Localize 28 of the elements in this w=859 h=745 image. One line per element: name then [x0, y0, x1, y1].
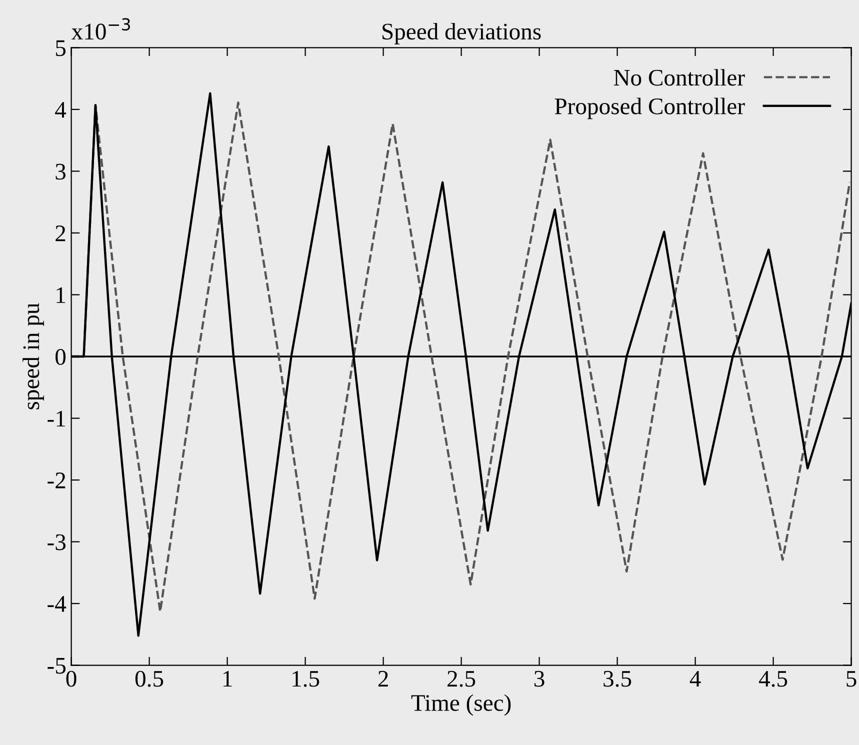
- x-tick-label: 1: [223, 670, 232, 687]
- legend-label: No Controller: [614, 69, 745, 86]
- x-tick-label: 2: [378, 670, 388, 687]
- chart-title: Speed deviations: [382, 22, 541, 44]
- x-axis-title: Time (sec): [411, 694, 511, 716]
- y-tick-label: -4: [48, 596, 66, 612]
- y-tick-label: -3: [48, 534, 66, 550]
- y-tick-label: 0: [56, 348, 66, 365]
- y-tick-label: -2: [48, 472, 66, 488]
- x-tick-label: 0.5: [135, 670, 164, 687]
- x-tick-label: 2.5: [448, 670, 476, 687]
- y-tick-label: 3: [56, 164, 66, 180]
- y-tick-label: 1: [56, 287, 66, 303]
- x-tick-label: 5: [846, 671, 856, 687]
- x-tick-label: 0: [66, 670, 76, 687]
- x-tick-label: 1.5: [292, 670, 320, 687]
- x-tick-label: 3: [534, 670, 544, 687]
- y-tick-label: -5: [48, 658, 66, 674]
- x-tick-label: 3.5: [604, 670, 632, 687]
- x-tick-label: 4: [690, 670, 701, 687]
- y-tick-label: 5: [56, 40, 66, 56]
- y-axis-title: speed in pu: [22, 303, 44, 410]
- y-tick-label: -1: [48, 410, 66, 426]
- y-tick-label: 4: [55, 102, 66, 118]
- x-tick-label: 4.5: [758, 670, 788, 687]
- y-tick-label: 2: [56, 226, 66, 242]
- text: x10$^{−3}$: [72, 18, 130, 40]
- legend-label: Proposed Controller: [554, 98, 745, 120]
